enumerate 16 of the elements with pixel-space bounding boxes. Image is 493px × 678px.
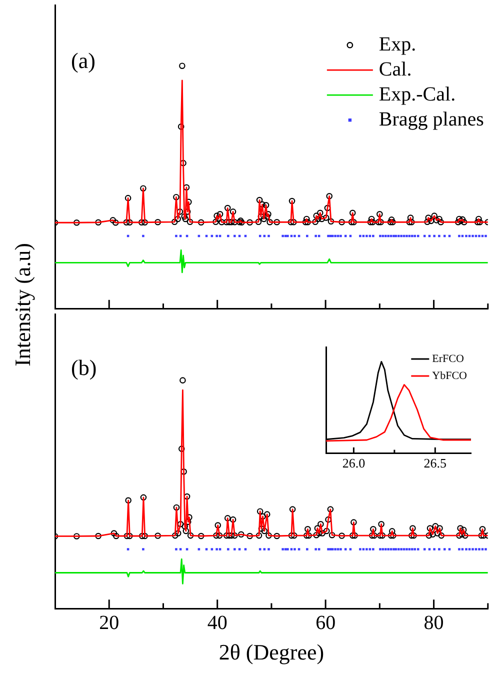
chart-title: (a): [71, 48, 96, 73]
chart-title: (b): [71, 354, 97, 380]
legend-label: Bragg planes: [378, 108, 484, 130]
legend-label: YbFCO: [432, 370, 468, 382]
legend-label: Exp.: [378, 33, 416, 56]
x-tick-label: 26.5: [424, 456, 447, 471]
legend-label: Cal.: [378, 58, 412, 80]
x-tick-label: 40: [207, 612, 228, 634]
x-tick-label: 26.0: [342, 456, 366, 471]
x-tick-label: 20: [99, 612, 120, 634]
x-tick-label: 80: [424, 612, 444, 634]
x-axis-title: 2θ (Degree): [218, 640, 324, 665]
legend-label: ErFCO: [432, 352, 464, 365]
legend-label: Exp.-Cal.: [378, 83, 456, 106]
x-tick-label: 60: [316, 612, 336, 634]
y-axis-title: Intensity (a.u): [10, 243, 36, 367]
